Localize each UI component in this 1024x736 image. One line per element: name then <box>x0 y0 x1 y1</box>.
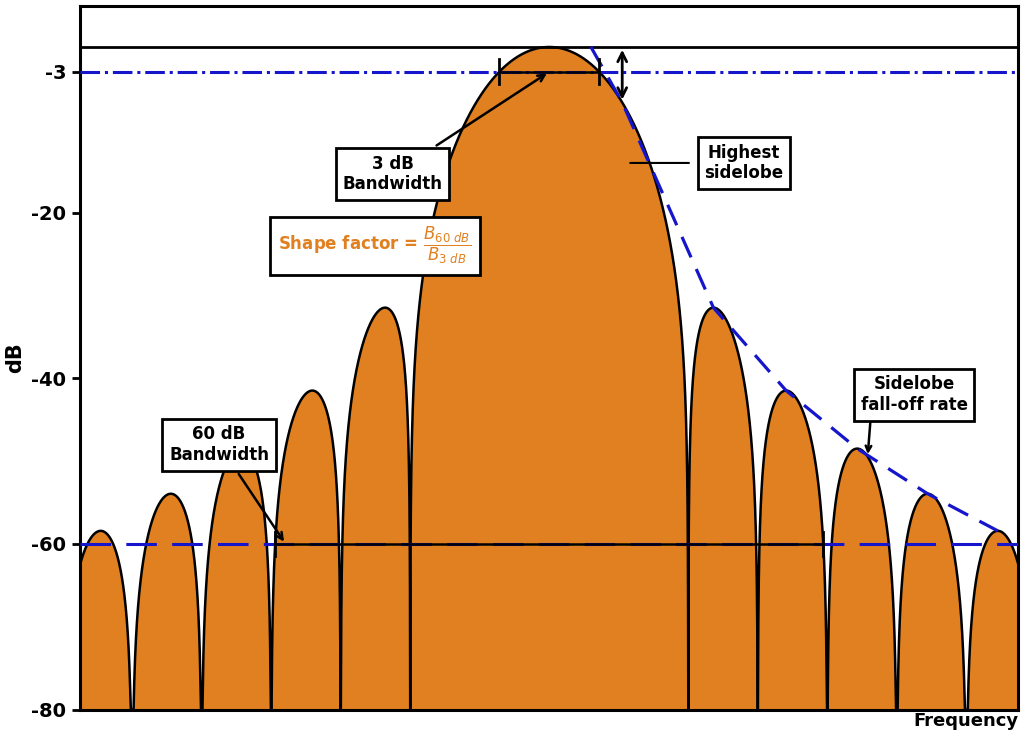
Text: 3 dB
Bandwidth: 3 dB Bandwidth <box>343 75 545 194</box>
Text: 60 dB
Bandwidth: 60 dB Bandwidth <box>169 425 283 539</box>
Y-axis label: dB: dB <box>5 342 26 373</box>
Text: Sidelobe
fall-off rate: Sidelobe fall-off rate <box>861 375 968 414</box>
X-axis label: Frequency: Frequency <box>913 712 1019 730</box>
Text: Highest
sidelobe: Highest sidelobe <box>705 144 783 183</box>
Text: Shape factor = $\dfrac{B_{60\ dB}}{B_{3\ dB}}$: Shape factor = $\dfrac{B_{60\ dB}}{B_{3\… <box>279 225 471 266</box>
